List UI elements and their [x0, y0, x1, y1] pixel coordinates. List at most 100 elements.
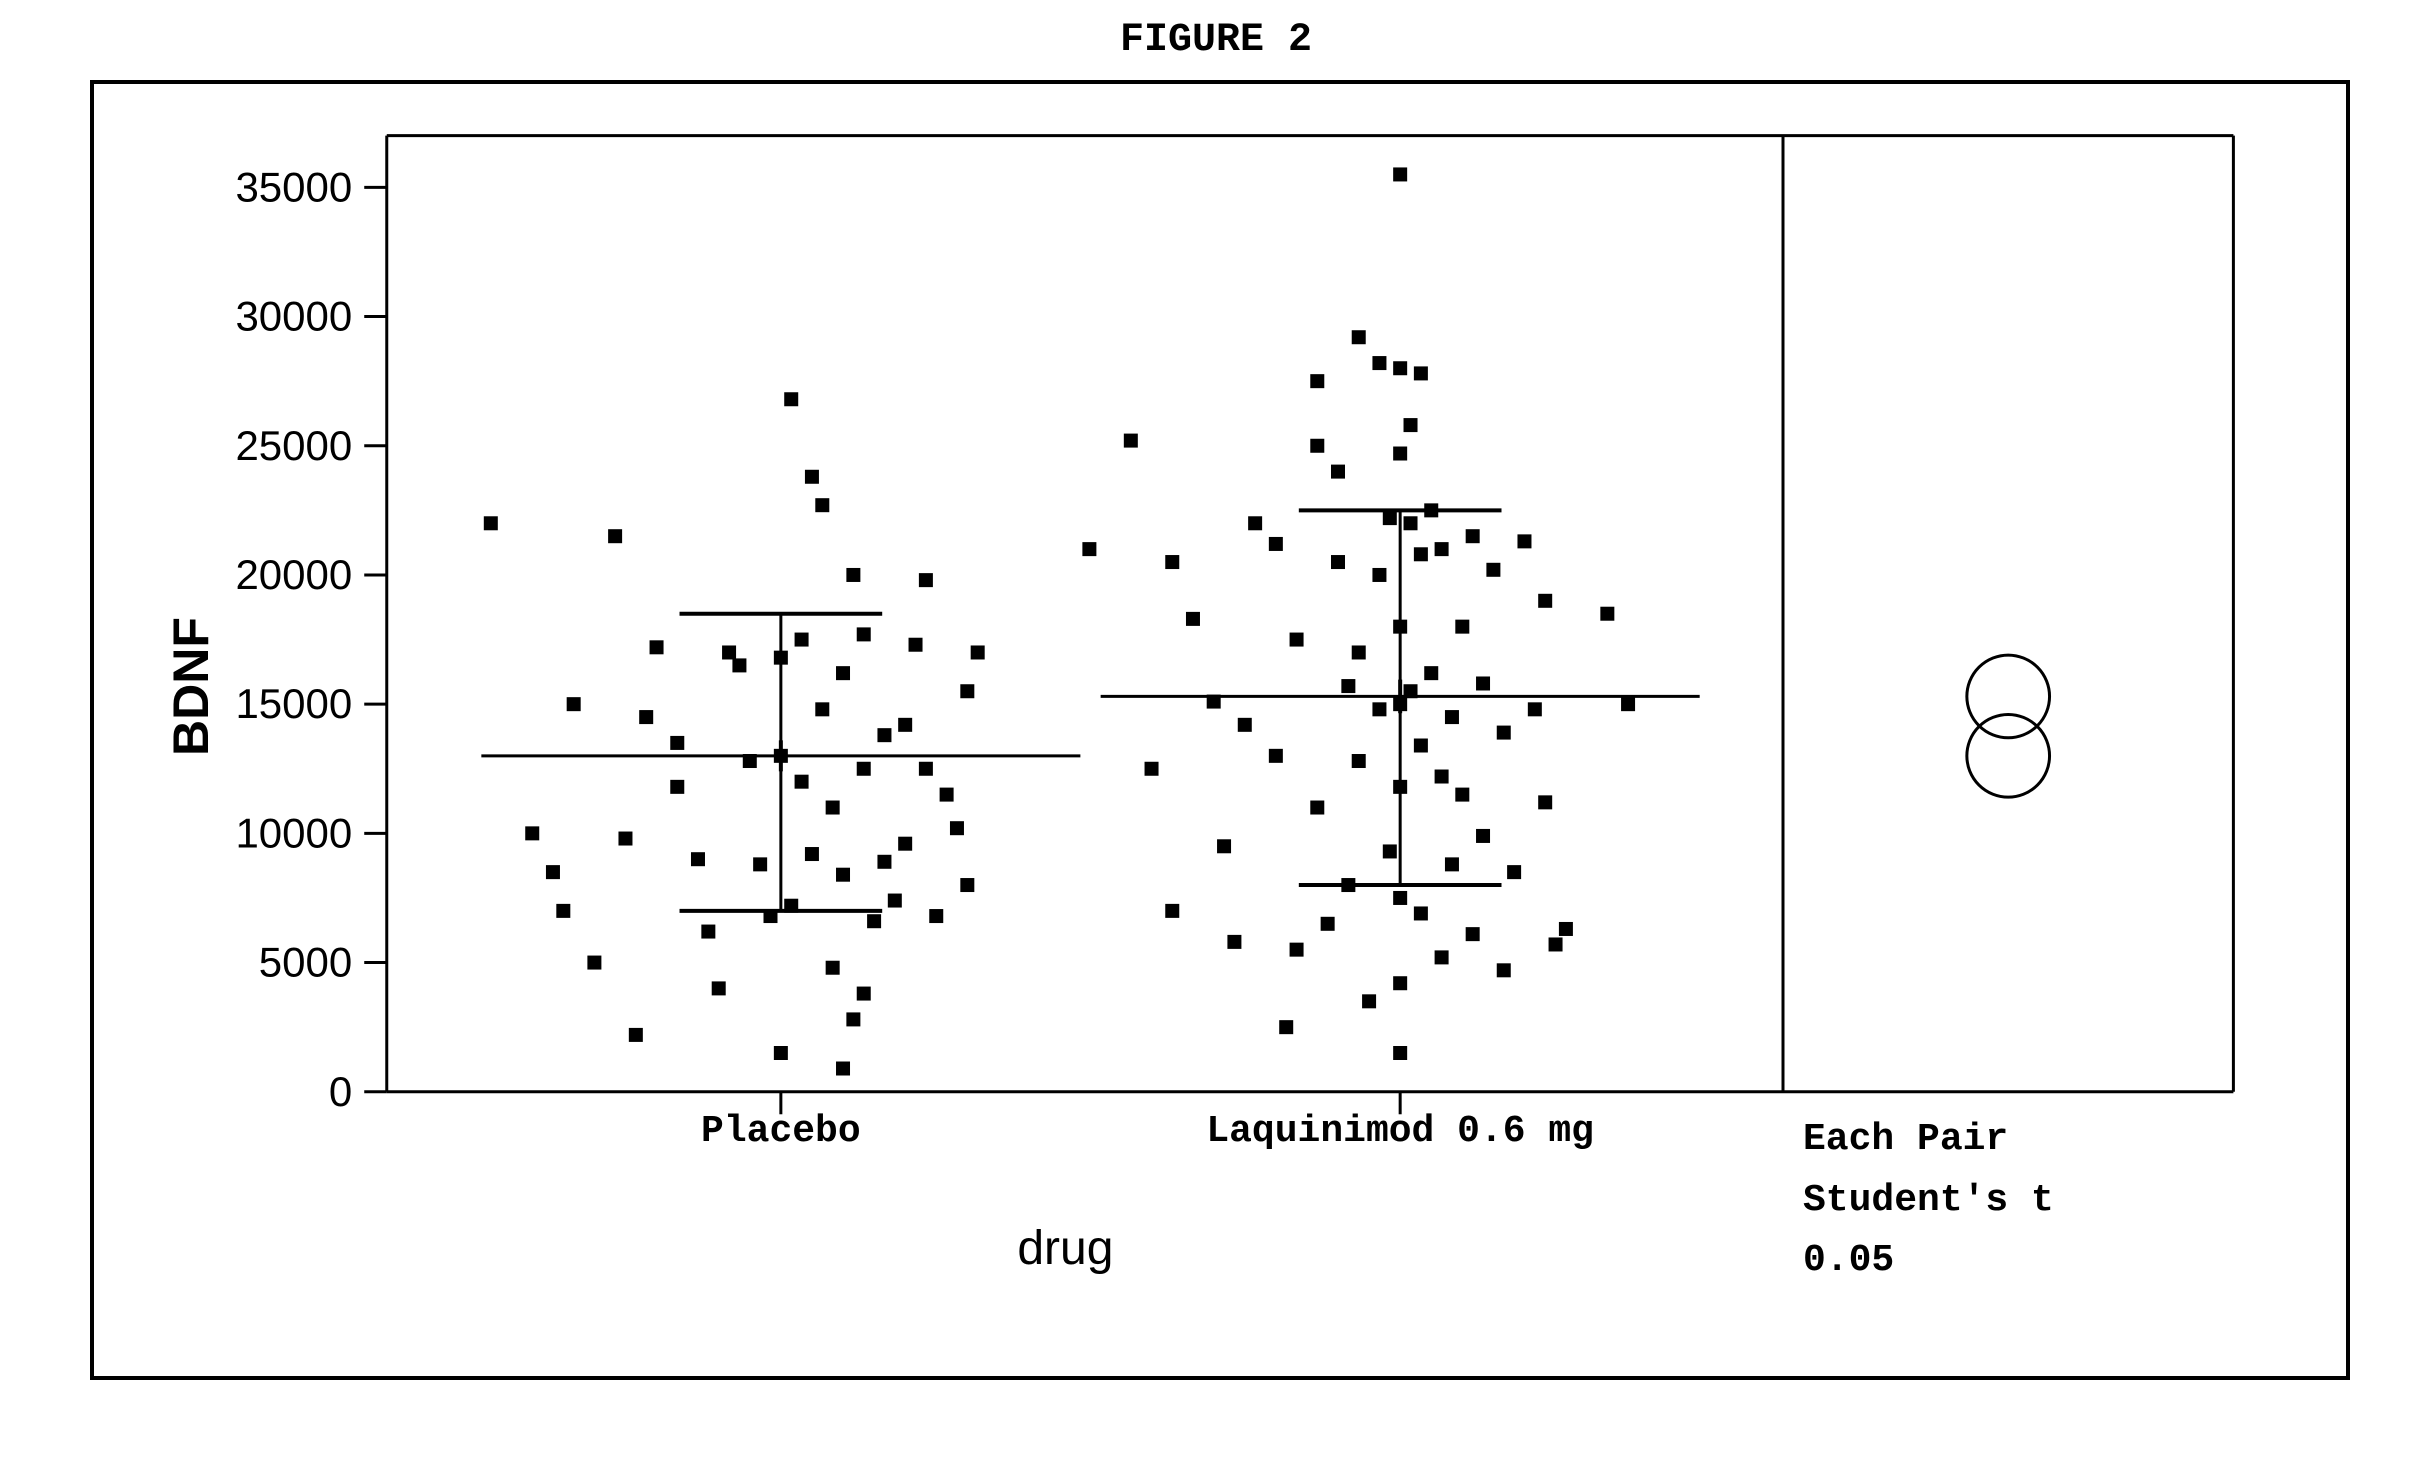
data-point [546, 865, 560, 879]
data-point [1217, 839, 1231, 853]
data-point [795, 775, 809, 789]
data-point [1414, 739, 1428, 753]
data-point [1445, 710, 1459, 724]
data-point [1331, 465, 1345, 479]
comparison-panel-line: Student's t [1803, 1171, 2054, 1232]
comparison-panel-line: Each Pair [1803, 1110, 2054, 1171]
data-point [1404, 684, 1418, 698]
data-point [764, 909, 778, 923]
data-point [836, 868, 850, 882]
data-point [1517, 534, 1531, 548]
data-point [1435, 950, 1449, 964]
data-point [1372, 568, 1386, 582]
data-point [940, 788, 954, 802]
data-point [774, 1046, 788, 1060]
data-point [1424, 503, 1438, 517]
data-point [1310, 374, 1324, 388]
data-point [1393, 780, 1407, 794]
page-root: FIGURE 2 0500010000150002000025000300003… [0, 0, 2432, 1467]
data-point [971, 645, 985, 659]
data-point [670, 736, 684, 750]
data-point [525, 826, 539, 840]
data-point [1486, 563, 1500, 577]
data-point [1435, 770, 1449, 784]
data-point [1424, 666, 1438, 680]
data-point [960, 878, 974, 892]
data-point [826, 801, 840, 815]
data-point [587, 956, 601, 970]
data-point [1393, 891, 1407, 905]
data-point [1165, 555, 1179, 569]
data-point [1124, 434, 1138, 448]
data-point [960, 684, 974, 698]
data-point [805, 470, 819, 484]
chart-outer-frame: 05000100001500020000250003000035000 BDNF… [90, 80, 2350, 1380]
data-point [629, 1028, 643, 1042]
data-point [1404, 418, 1418, 432]
data-point [1238, 718, 1252, 732]
data-point [1321, 917, 1335, 931]
comparison-circle [1967, 714, 2050, 797]
data-point [1414, 906, 1428, 920]
data-point [1455, 788, 1469, 802]
data-point [826, 961, 840, 975]
data-point [1310, 439, 1324, 453]
data-point [1435, 542, 1449, 556]
data-point [1414, 547, 1428, 561]
y-tick-label: 10000 [235, 809, 352, 856]
data-point [1352, 645, 1366, 659]
data-point [1414, 366, 1428, 380]
data-point [732, 658, 746, 672]
data-point [857, 987, 871, 1001]
data-point [1393, 620, 1407, 634]
data-point [1269, 537, 1283, 551]
data-point [1497, 726, 1511, 740]
data-point [484, 516, 498, 530]
data-point [1207, 695, 1221, 709]
data-point [836, 1062, 850, 1076]
category-label: Laquinimod 0.6 mg [1206, 1110, 1594, 1153]
data-point [1538, 795, 1552, 809]
data-point [722, 645, 736, 659]
data-point [1497, 963, 1511, 977]
data-point [815, 702, 829, 716]
data-point [1279, 1020, 1293, 1034]
data-point [1455, 620, 1469, 634]
y-tick-label: 30000 [235, 293, 352, 340]
data-point [743, 754, 757, 768]
figure-title: FIGURE 2 [0, 18, 2432, 63]
data-point [1404, 516, 1418, 530]
data-point [1445, 857, 1459, 871]
data-point [877, 855, 891, 869]
y-tick-label: 5000 [259, 939, 352, 986]
data-point [846, 1012, 860, 1026]
data-point [1393, 447, 1407, 461]
data-point [857, 627, 871, 641]
data-point [1393, 361, 1407, 375]
data-point [1466, 927, 1480, 941]
data-point [1559, 922, 1573, 936]
data-point [1393, 167, 1407, 181]
data-point [1331, 555, 1345, 569]
data-point [846, 568, 860, 582]
data-point [950, 821, 964, 835]
data-point [618, 832, 632, 846]
data-point [639, 710, 653, 724]
y-axis-title: BDNF [162, 617, 220, 756]
data-point [784, 899, 798, 913]
y-tick-label: 35000 [235, 163, 352, 210]
comparison-panel-line: 0.05 [1803, 1231, 2054, 1292]
data-point [898, 718, 912, 732]
data-point [795, 633, 809, 647]
data-point [691, 852, 705, 866]
data-point [1507, 865, 1521, 879]
data-point [1341, 679, 1355, 693]
data-point [1600, 607, 1614, 621]
comparison-panel-label: Each PairStudent's t0.05 [1803, 1110, 2054, 1292]
data-point [1186, 612, 1200, 626]
data-point [1393, 697, 1407, 711]
data-point [753, 857, 767, 871]
data-point [1082, 542, 1096, 556]
data-point [805, 847, 819, 861]
data-point [1528, 702, 1542, 716]
